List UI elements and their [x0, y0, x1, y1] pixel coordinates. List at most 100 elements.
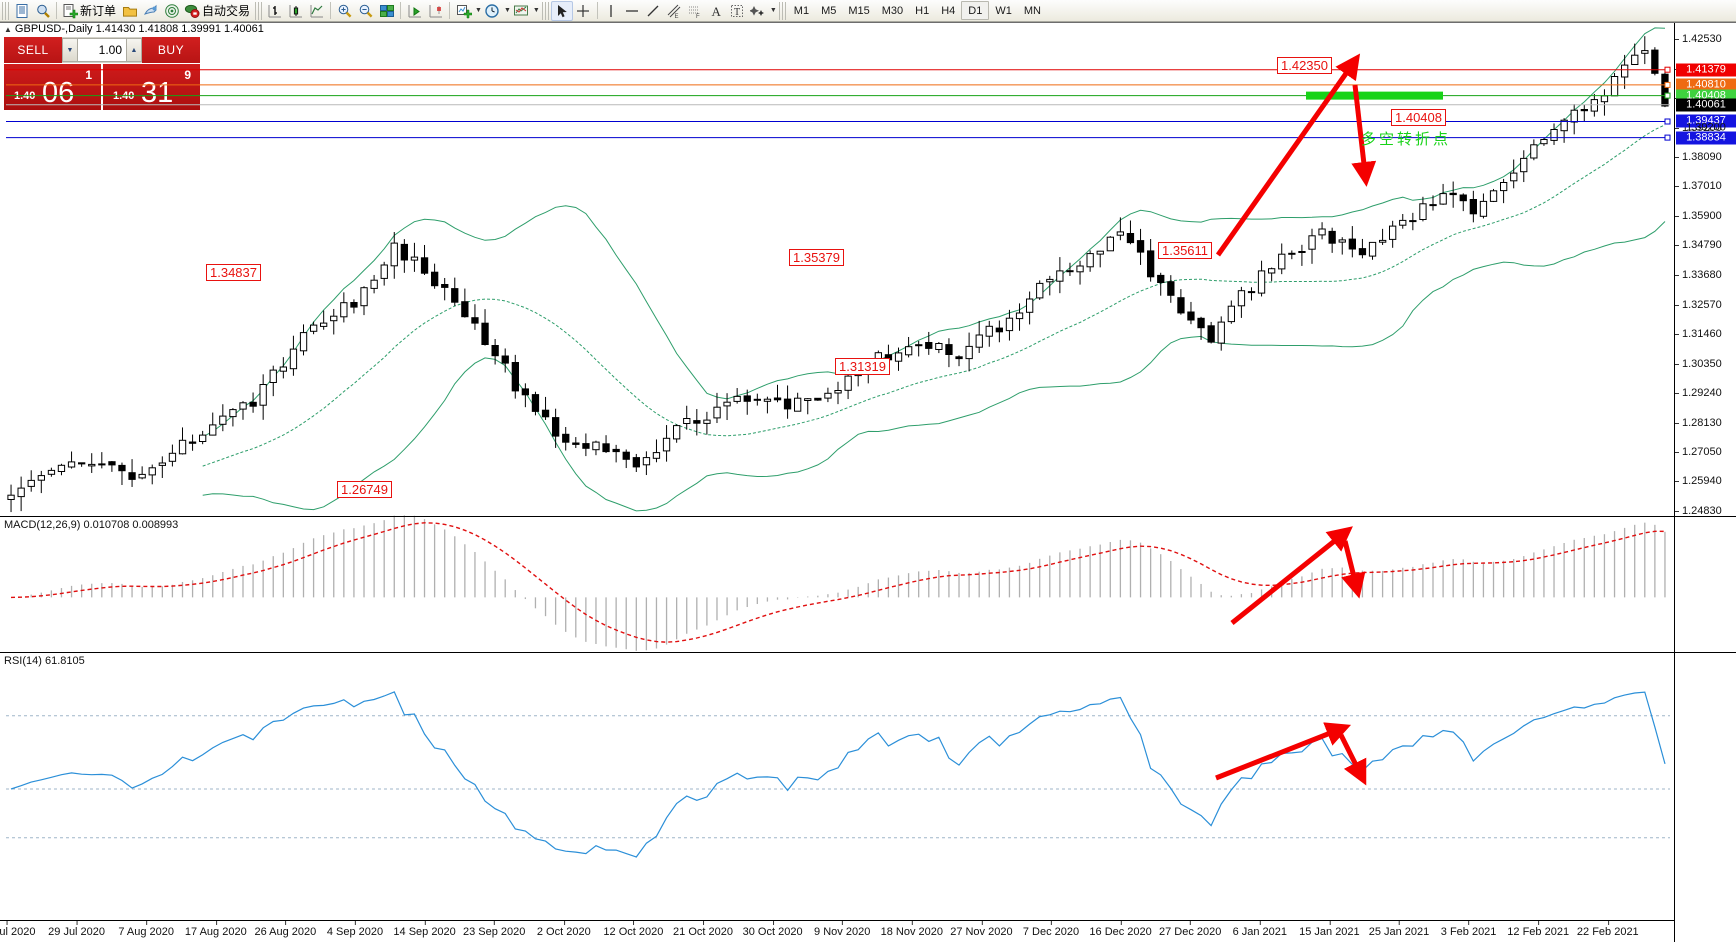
- chart-shift-icon[interactable]: [425, 1, 446, 21]
- toolbar-separator-6: [596, 2, 598, 19]
- timeframe-m15[interactable]: M15: [848, 4, 870, 17]
- text-label-icon[interactable]: T: [727, 1, 748, 21]
- inspect-icon[interactable]: [32, 1, 53, 21]
- line-handle[interactable]: [1664, 81, 1671, 88]
- zoom-in-icon[interactable]: [334, 1, 355, 21]
- time-tick: 30 Oct 2020: [743, 921, 803, 938]
- templates-icon[interactable]: [511, 1, 532, 21]
- price-tick: 1.28130: [1675, 417, 1736, 429]
- price-badge[interactable]: 1.38834: [1676, 131, 1736, 145]
- macd-label: MACD(12,26,9) 0.010708 0.008993: [4, 519, 179, 531]
- shapes-icon[interactable]: [748, 1, 769, 21]
- price-annotation-label[interactable]: 1.31319: [835, 358, 890, 375]
- folder-icon[interactable]: [119, 1, 140, 21]
- volume-stepper[interactable]: ▼ 1.00 ▲: [62, 37, 142, 63]
- volume-decrease-button[interactable]: ▼: [62, 38, 78, 62]
- timeframe-m5[interactable]: M5: [821, 4, 837, 17]
- price-tick: 1.24830: [1675, 505, 1736, 517]
- svg-text:F: F: [696, 14, 700, 19]
- rsi-series: [6, 691, 1670, 858]
- zoom-out-icon[interactable]: [355, 1, 376, 21]
- toolbar-grip[interactable]: [2, 1, 9, 20]
- equidistant-channel-icon[interactable]: E: [664, 1, 685, 21]
- price-annotation-label[interactable]: 1.42350: [1277, 57, 1332, 74]
- fibonacci-icon[interactable]: F: [685, 1, 706, 21]
- indicator-chevron-down-icon[interactable]: ▼: [475, 7, 482, 14]
- price-axis[interactable]: 1.425301.414201.403101.392001.380901.370…: [1674, 23, 1736, 942]
- price-badge[interactable]: 1.40810: [1676, 78, 1736, 92]
- one-click-trading-panel[interactable]: SELL ▼ 1.00 ▲ BUY 1.40 06 1 1.40 31 9: [4, 37, 200, 110]
- price-annotation-label[interactable]: 1.35611: [1158, 242, 1213, 259]
- time-tick: 7 Dec 2020: [1023, 921, 1079, 938]
- timeframe-h4[interactable]: H4: [941, 4, 956, 17]
- svg-text:T: T: [734, 7, 740, 18]
- trend-arrow[interactable]: [1215, 53, 1361, 257]
- price-tick: 1.27050: [1675, 446, 1736, 458]
- price-annotation-label[interactable]: 1.34837: [206, 264, 261, 281]
- price-badge[interactable]: 1.39200: [1686, 121, 1726, 134]
- collapse-icon[interactable]: ▲: [4, 25, 12, 34]
- volume-value[interactable]: 1.00: [78, 38, 126, 62]
- metaeditor-icon[interactable]: [140, 1, 161, 21]
- bollinger-band: [202, 27, 1666, 438]
- trend-arrow[interactable]: [1215, 722, 1352, 781]
- horizontal-line-icon[interactable]: [622, 1, 643, 21]
- price-tick: 1.29240: [1675, 387, 1736, 399]
- timeframe-m1[interactable]: M1: [793, 4, 810, 17]
- tile-windows-icon[interactable]: [376, 1, 397, 21]
- sell-button[interactable]: SELL: [4, 37, 62, 63]
- new-order-button[interactable]: 新订单: [60, 1, 119, 21]
- oct-price-row: 1.40 06 1 1.40 31 9: [4, 64, 200, 110]
- period-chevron-down-icon[interactable]: ▼: [503, 7, 511, 14]
- price-annotation-label[interactable]: 1.35379: [789, 249, 844, 266]
- price-badge[interactable]: 1.39437: [1676, 114, 1736, 128]
- line-handle[interactable]: [1664, 92, 1671, 99]
- document-icon[interactable]: [11, 1, 32, 21]
- templates-chevron-down-icon[interactable]: ▼: [532, 7, 540, 14]
- cursor-icon[interactable]: [550, 0, 573, 21]
- line-handle[interactable]: [1664, 118, 1671, 125]
- text-icon[interactable]: A: [706, 1, 727, 21]
- toolbar-grip-4[interactable]: [778, 1, 786, 20]
- buy-button[interactable]: BUY: [142, 37, 200, 63]
- trendline-icon[interactable]: [643, 1, 664, 21]
- add-indicator-icon[interactable]: [453, 1, 474, 21]
- timeframe-w1[interactable]: W1: [995, 4, 1012, 17]
- chart-area[interactable]: ▲ GBPUSD-,Daily 1.41430 1.41808 1.39991 1…: [0, 22, 1736, 942]
- trend-arrow[interactable]: [1341, 540, 1366, 599]
- trend-arrow[interactable]: [1338, 733, 1367, 786]
- price-tick: 1.33680: [1675, 269, 1736, 281]
- crosshair-icon[interactable]: [573, 1, 594, 21]
- price-tick: 1.34790: [1675, 239, 1736, 251]
- timeframe-h1[interactable]: H1: [915, 4, 930, 17]
- timeframe-m30[interactable]: M30: [881, 4, 904, 17]
- new-order-label: 新订单: [80, 4, 117, 18]
- price-badge[interactable]: 1.41379: [1676, 63, 1736, 77]
- trend-arrow[interactable]: [1230, 526, 1353, 625]
- shapes-chevron-down-icon[interactable]: ▼: [769, 7, 777, 14]
- toolbar-grip-3[interactable]: [541, 1, 549, 20]
- volume-increase-button[interactable]: ▲: [126, 38, 142, 62]
- autotrading-button[interactable]: 自动交易: [182, 1, 253, 21]
- period-clock-icon[interactable]: [482, 1, 503, 21]
- turning-point-annotation[interactable]: 多空转折点: [1361, 130, 1452, 148]
- line-chart-icon[interactable]: [306, 1, 327, 21]
- price-badge[interactable]: 1.40061: [1676, 98, 1736, 112]
- price-annotation-label[interactable]: 1.26749: [337, 481, 392, 498]
- timeframe-mn[interactable]: MN: [1023, 4, 1041, 17]
- line-handle[interactable]: [1664, 134, 1671, 141]
- candlestick-chart-icon[interactable]: [285, 1, 306, 21]
- sell-price-display[interactable]: 1.40 06 1: [4, 64, 101, 110]
- bar-chart-icon[interactable]: [264, 1, 285, 21]
- line-handle[interactable]: [1664, 66, 1671, 73]
- vertical-line-icon[interactable]: [601, 1, 622, 21]
- time-axis[interactable]: 20 Jul 2020 29 Jul 2020 7 Aug 2020 17 Aug 2…: [0, 920, 1674, 942]
- toolbar-grip-2[interactable]: [255, 1, 263, 20]
- price-annotation-label[interactable]: 1.40408: [1391, 109, 1446, 126]
- signals-icon[interactable]: [161, 1, 182, 21]
- price-tick: 1.37010: [1675, 180, 1736, 192]
- sell-price-fraction: 1: [85, 68, 92, 82]
- buy-price-display[interactable]: 1.40 31 9: [103, 64, 200, 110]
- auto-scroll-icon[interactable]: [404, 1, 425, 21]
- timeframe-d1[interactable]: D1: [961, 1, 990, 20]
